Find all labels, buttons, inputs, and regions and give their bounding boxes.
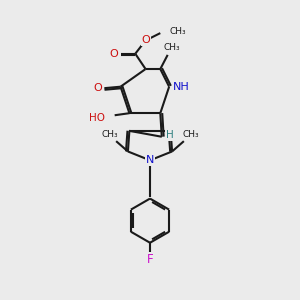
Text: CH₃: CH₃ bbox=[101, 130, 118, 139]
Text: F: F bbox=[147, 253, 153, 266]
Text: NH: NH bbox=[173, 82, 190, 92]
Text: N: N bbox=[146, 155, 154, 165]
Text: CH₃: CH₃ bbox=[170, 26, 186, 35]
Text: O: O bbox=[142, 35, 151, 46]
Text: CH₃: CH₃ bbox=[163, 43, 180, 52]
Text: H: H bbox=[166, 130, 174, 140]
Text: O: O bbox=[110, 49, 118, 59]
Text: CH₃: CH₃ bbox=[182, 130, 199, 139]
Text: HO: HO bbox=[89, 112, 105, 123]
Text: O: O bbox=[94, 83, 102, 93]
